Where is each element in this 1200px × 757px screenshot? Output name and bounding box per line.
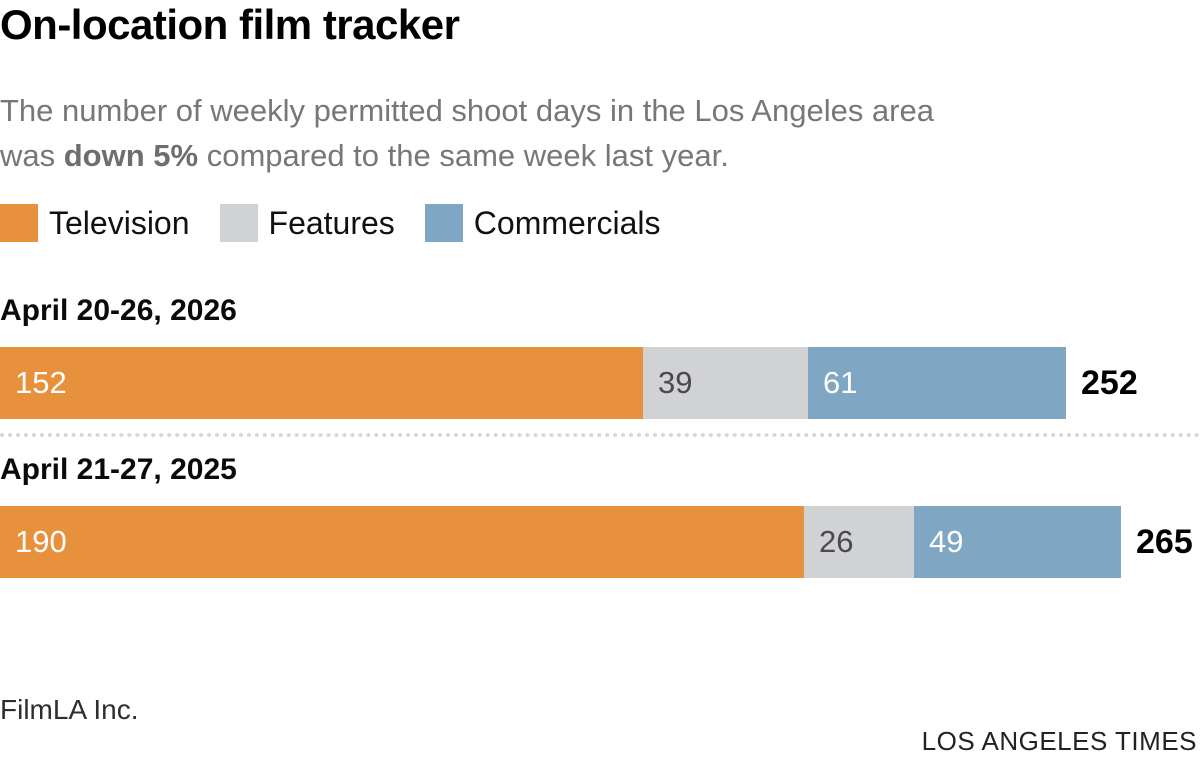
legend-item-features: Features: [219, 204, 395, 242]
bar-segment-television: 152: [0, 347, 643, 419]
legend-swatch-features: [219, 204, 258, 242]
legend-item-commercials: Commercials: [424, 204, 661, 242]
subtitle-line-2: was down 5% compared to the same week la…: [0, 138, 729, 173]
bar-row: April 20-26, 2026 152 39 61 252: [0, 294, 1200, 419]
bar-row: April 21-27, 2025 190 26 49 265: [0, 433, 1200, 578]
subtitle-highlight: down 5%: [63, 138, 199, 173]
stacked-bar: 190 26 49: [0, 506, 1121, 578]
bar-segment-commercials: 61: [808, 347, 1066, 419]
chart-subtitle: The number of weekly permitted shoot day…: [0, 88, 1200, 178]
bar-total: 252: [1081, 363, 1138, 402]
bar-segment-television: 190: [0, 506, 804, 578]
legend-label-commercials: Commercials: [473, 204, 661, 241]
bar-total: 265: [1136, 522, 1193, 561]
publisher-credit: LOS ANGELES TIMES: [921, 726, 1197, 756]
legend-label-features: Features: [268, 204, 395, 241]
subtitle-line-1: The number of weekly permitted shoot day…: [0, 93, 934, 128]
stacked-bar: 152 39 61: [0, 347, 1066, 419]
stacked-bar-chart: April 20-26, 2026 152 39 61 252 April 21-27, …: [0, 294, 1200, 578]
bar-segment-commercials: 49: [914, 506, 1121, 578]
legend-item-television: Television: [0, 204, 190, 242]
bar-segment-features: 26: [804, 506, 914, 578]
bar-row-label: April 21-27, 2025: [0, 453, 237, 486]
legend-swatch-commercials: [424, 204, 463, 242]
bar-segment-features: 39: [643, 347, 808, 419]
bar-line: 190 26 49 265: [0, 506, 1200, 578]
page-title: On-location film tracker: [0, 1, 460, 48]
legend-label-television: Television: [49, 204, 190, 241]
legend-swatch-television: [0, 204, 38, 242]
legend: Television Features Commercials: [0, 204, 1200, 242]
bar-row-label: April 20-26, 2026: [0, 294, 237, 327]
bar-line: 152 39 61 252: [0, 347, 1200, 419]
source-credit: FilmLA Inc.: [0, 694, 139, 725]
